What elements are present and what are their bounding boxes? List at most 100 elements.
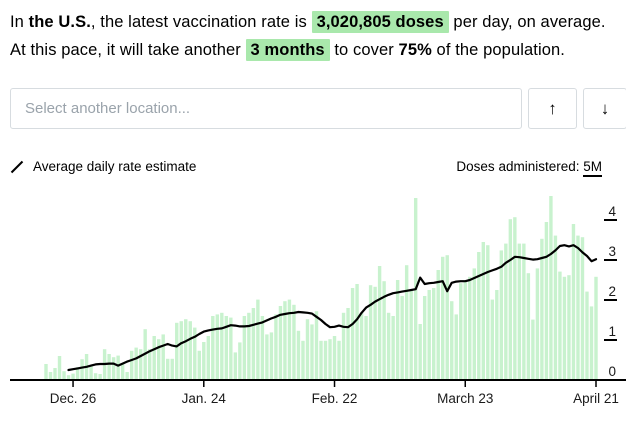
daily-doses-bar (161, 334, 165, 380)
daily-doses-bar (486, 245, 490, 380)
daily-doses-bar (553, 235, 558, 380)
daily-doses-bar (359, 312, 364, 380)
daily-doses-bar (274, 314, 278, 380)
daily-doses-bar (278, 306, 283, 380)
duration-highlight: 3 months (245, 39, 330, 61)
down-arrow-icon: ↓ (600, 98, 610, 118)
daily-doses-bar (481, 242, 485, 380)
daily-doses-bar (89, 365, 93, 380)
daily-doses-bar (66, 375, 71, 380)
daily-doses-bar (364, 316, 368, 380)
daily-doses-bar (314, 311, 319, 380)
daily-doses-bar (445, 255, 449, 380)
daily-doses-bar (540, 238, 544, 380)
vaccination-bar-line-chart: Dec. 26 Jan. 24 Feb. 22 March 23 April 21 0 1 2… (10, 196, 626, 406)
daily-doses-bar (499, 250, 504, 380)
daily-doses-bar (116, 355, 120, 380)
daily-doses-bar (332, 336, 337, 380)
daily-doses-bar (409, 290, 413, 380)
daily-doses-bar (585, 291, 589, 380)
daily-doses-bar (265, 334, 269, 380)
daily-doses-bar (517, 243, 522, 380)
daily-doses-bar (256, 299, 260, 380)
daily-doses-bar (328, 339, 332, 380)
daily-doses-bar (283, 301, 287, 380)
daily-doses-bar (80, 359, 84, 380)
daily-doses-bar (179, 321, 183, 380)
location-search-input[interactable] (10, 88, 522, 129)
location-selector-row: ↑ ↓ (10, 88, 626, 129)
daily-doses-bar (296, 330, 301, 380)
coverage-percent: 75% (398, 41, 432, 59)
daily-doses-bar (346, 308, 350, 380)
daily-doses-bar (468, 276, 472, 380)
daily-doses-bar (441, 256, 445, 380)
up-arrow-icon: ↑ (548, 98, 557, 118)
daily-doses-bar (251, 308, 256, 380)
daily-doses-bar (147, 349, 152, 380)
daily-doses-bar (382, 281, 386, 380)
daily-doses-bar (459, 283, 463, 380)
daily-doses-bar (152, 336, 156, 380)
y-axis-max-toggle[interactable]: 5M (583, 159, 602, 177)
daily-doses-bar (377, 266, 382, 380)
scroll-up-button[interactable]: ↑ (528, 88, 577, 129)
daily-doses-bar (350, 288, 355, 380)
daily-doses-bar (44, 364, 48, 380)
daily-doses-bar (508, 219, 513, 380)
x-tick-label: Feb. 22 (312, 391, 358, 406)
summary-prefix: In (10, 13, 29, 31)
daily-doses-bar (75, 367, 80, 380)
daily-doses-bar (197, 350, 201, 380)
daily-doses-bar (373, 286, 377, 380)
summary-text: In the U.S., the latest vaccination rate… (10, 8, 616, 64)
daily-doses-bar (184, 319, 188, 380)
daily-doses-bar (504, 243, 508, 380)
daily-doses-bar (341, 312, 346, 380)
daily-doses-bar (418, 324, 422, 380)
daily-doses-bar (107, 354, 111, 380)
daily-doses-bar (422, 296, 427, 380)
daily-doses-bar (305, 319, 310, 380)
daily-doses-bar (337, 340, 341, 380)
daily-doses-bar (368, 285, 373, 380)
bar-series-label: Doses administered: (456, 159, 584, 174)
bar-series-legend: Doses administered: 5M (456, 159, 602, 177)
daily-doses-bar (400, 296, 404, 380)
x-tick-label: Jan. 24 (182, 391, 227, 406)
daily-doses-bar (93, 373, 98, 380)
daily-doses-bar (129, 350, 134, 380)
daily-doses-bar (292, 304, 296, 380)
daily-doses-bar (395, 280, 400, 380)
daily-doses-bar (166, 358, 170, 380)
y-tick-label: 1 (608, 324, 616, 339)
daily-doses-bar (98, 374, 102, 380)
summary-mid2: per day, on average. At this pace, it wi… (10, 13, 606, 59)
daily-doses-bar (170, 358, 174, 380)
x-tick-label: April 21 (573, 391, 619, 406)
daily-doses-bar (260, 316, 265, 380)
daily-doses-bar (111, 357, 116, 380)
daily-doses-bar (125, 372, 129, 380)
daily-doses-bar (594, 276, 598, 380)
daily-doses-bar (229, 317, 233, 380)
daily-doses-bar (157, 339, 161, 380)
chart-legend-row: Average daily rate estimate Doses admini… (10, 159, 616, 177)
daily-doses-bar (238, 342, 242, 380)
daily-doses-bar (558, 271, 562, 380)
daily-doses-bar (175, 322, 179, 380)
scroll-down-button[interactable]: ↓ (583, 88, 626, 129)
daily-doses-bar (450, 301, 454, 380)
daily-doses-bar (535, 268, 540, 380)
line-series-legend: Average daily rate estimate (10, 159, 196, 174)
daily-doses-bar (562, 276, 567, 380)
daily-doses-bar (580, 237, 585, 380)
daily-doses-bar (120, 364, 125, 380)
daily-doses-bar (355, 284, 359, 380)
daily-doses-bar (134, 347, 138, 380)
daily-doses-bar (436, 270, 440, 380)
daily-doses-bar (188, 321, 192, 380)
daily-doses-bar (193, 327, 197, 380)
daily-doses-bar (567, 275, 571, 380)
